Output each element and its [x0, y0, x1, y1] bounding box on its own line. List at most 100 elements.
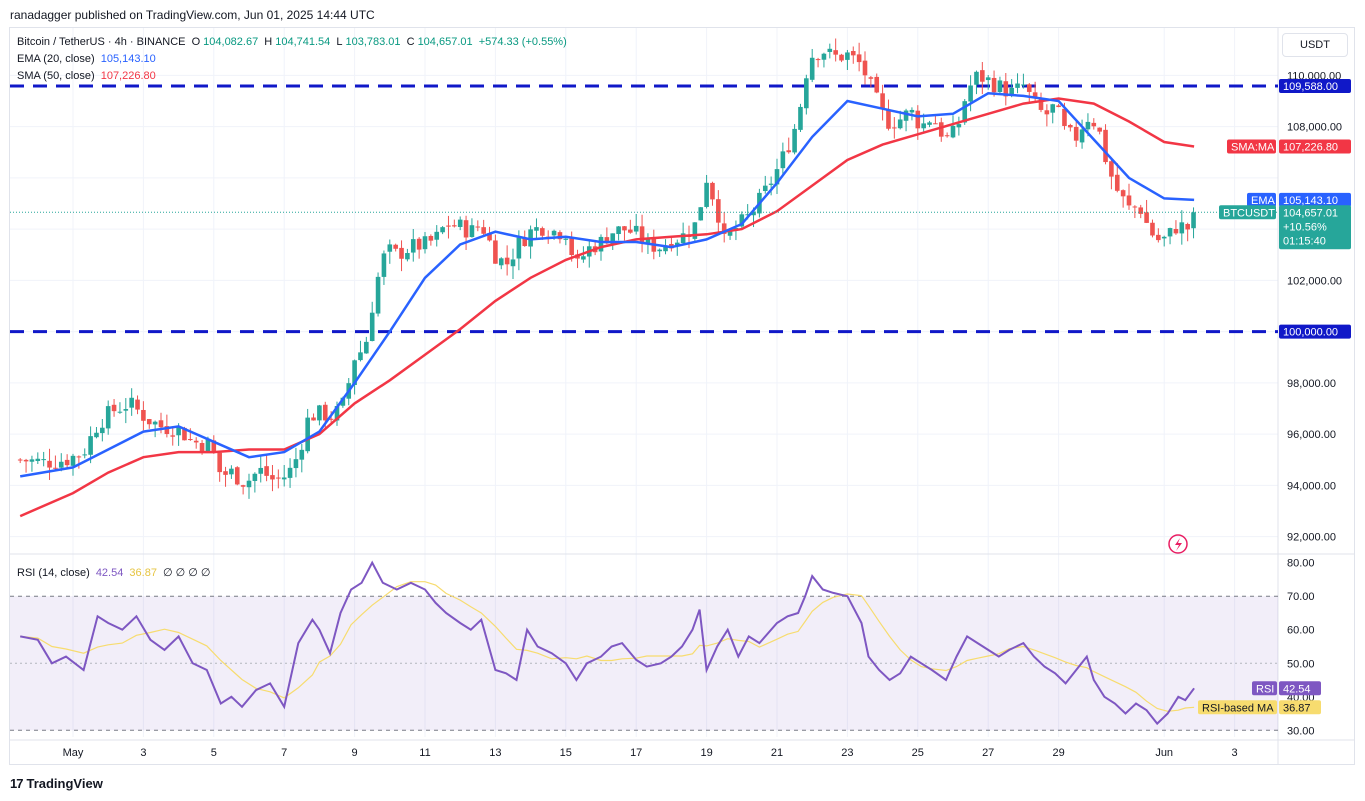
candle-down — [980, 70, 985, 82]
btc-name-tag-text: BTCUSDT — [1223, 207, 1275, 219]
rsi-line — [20, 560, 1195, 726]
candle-up — [305, 417, 310, 452]
candle-down — [475, 226, 481, 228]
date-tick-label: 29 — [1052, 747, 1064, 759]
candle-up — [751, 211, 756, 216]
candle-down — [234, 467, 240, 485]
ema-name-tag: EMA — [1247, 192, 1276, 207]
candle-down — [991, 77, 997, 93]
legend-l: 103,783.01 — [345, 36, 401, 48]
candle-up — [410, 239, 416, 253]
candle-up — [692, 222, 698, 239]
legend-rsi-row[interactable]: RSI (14, close) 42.54 36.87 ∅ ∅ ∅ ∅ — [17, 566, 214, 579]
candle-down — [428, 235, 434, 241]
candle-down — [1003, 81, 1009, 97]
rsi-ma-value-tag: 36.87 — [1279, 700, 1321, 715]
legend-ema-value: 105,143.10 — [100, 53, 156, 65]
candle-down — [933, 123, 938, 125]
candle-up — [645, 238, 651, 244]
date-tick-label: 11 — [419, 747, 430, 759]
candle-up — [281, 477, 287, 480]
candle-down — [1044, 110, 1050, 115]
candle-up — [827, 48, 833, 52]
btc-name-tag-bg — [1219, 205, 1276, 220]
candle-up — [35, 458, 41, 461]
candle-down — [1103, 129, 1108, 163]
rsi-name-tag-text: RSI — [1256, 683, 1274, 695]
candle-up — [123, 409, 129, 411]
candle-down — [182, 427, 187, 441]
rsi-ma-name-tag: RSI-based MA — [1198, 700, 1277, 715]
candle-down — [1068, 124, 1073, 128]
date-tick-label: 17 — [630, 747, 642, 759]
candle-up — [845, 52, 850, 60]
candle-up — [375, 276, 381, 314]
rsi-tick-label: 30.00 — [1287, 725, 1315, 737]
candle-up — [510, 259, 516, 267]
date-tick-label: May — [63, 747, 84, 759]
candle-down — [862, 60, 868, 76]
candle-down — [1156, 234, 1161, 241]
legend-rsi-ma-value: 36.87 — [129, 567, 157, 579]
candle-down — [170, 435, 176, 437]
btc-price-tag-text: +10.56% — [1283, 221, 1327, 233]
candle-up — [369, 312, 375, 342]
candle-up — [1050, 104, 1056, 113]
price-tick-label: 94,000.00 — [1287, 480, 1336, 492]
legend-sma-label: SMA (50, close) — [17, 70, 95, 82]
candle-down — [463, 220, 469, 238]
candle-down — [223, 471, 228, 475]
candle-down — [915, 110, 921, 129]
candle-down — [868, 77, 874, 79]
candle-up — [246, 480, 252, 488]
candle-up — [809, 57, 815, 80]
candle-down — [446, 225, 451, 227]
candle-down — [146, 419, 152, 425]
candle-up — [1015, 83, 1020, 88]
legend-ema-row[interactable]: EMA (20, close) 105,143.10 — [17, 53, 159, 65]
candle-up — [663, 245, 668, 252]
candle-down — [944, 135, 950, 137]
candle-up — [821, 53, 827, 60]
rsi-ma-line — [20, 581, 1195, 712]
tradingview-logo[interactable]: 17 TradingView — [10, 776, 103, 791]
candle-up — [457, 219, 463, 228]
candle-down — [856, 54, 862, 63]
ema-name-tag-text: EMA — [1251, 195, 1276, 207]
sma-value-tag-text: 107,226.80 — [1283, 141, 1338, 153]
price-tick-label: 102,000.00 — [1287, 275, 1342, 287]
candle-up — [317, 405, 322, 421]
candle-up — [498, 258, 504, 266]
candle-down — [328, 418, 334, 420]
btc-price-tag-text: 104,657.01 — [1283, 207, 1338, 219]
candle-down — [23, 459, 29, 462]
candle-up — [352, 360, 357, 385]
candle-up — [616, 226, 621, 235]
candle-up — [105, 406, 111, 429]
date-tick-label: 7 — [281, 747, 287, 759]
candle-down — [628, 229, 633, 233]
tradingview-logo-icon: 17 — [10, 776, 24, 791]
rsi-value-tag: 42.54 — [1279, 681, 1321, 696]
legend-o: 104,082.67 — [203, 36, 259, 48]
rsi-name-tag: RSI — [1252, 681, 1277, 696]
legend-c-label: C — [406, 36, 415, 48]
candle-down — [53, 467, 58, 469]
candle-up — [727, 231, 733, 236]
legend-sma-row[interactable]: SMA (50, close) 107,226.80 — [17, 70, 159, 82]
candle-down — [1038, 98, 1044, 110]
date-tick-label: 25 — [912, 747, 924, 759]
date-tick-label: 13 — [489, 747, 501, 759]
date-tick-label: 15 — [560, 747, 572, 759]
rsi-tick-label: 60.00 — [1287, 625, 1315, 637]
currency-button[interactable]: USDT — [1282, 33, 1348, 57]
candle-up — [88, 436, 93, 455]
legend-symbol[interactable]: Bitcoin / TetherUS · 4h · BINANCE — [17, 36, 186, 48]
candle-up — [387, 244, 393, 252]
candle-up — [1167, 228, 1173, 237]
price-tick-label: 108,000.00 — [1287, 122, 1342, 134]
candle-up — [1021, 84, 1026, 86]
candle-down — [487, 233, 492, 241]
candle-down — [217, 452, 222, 473]
